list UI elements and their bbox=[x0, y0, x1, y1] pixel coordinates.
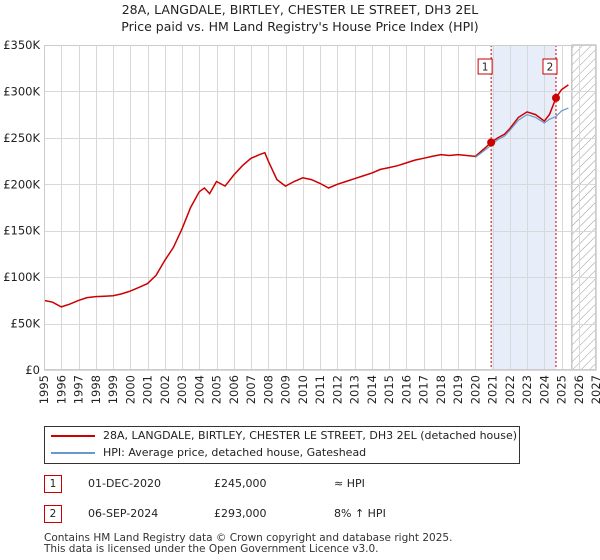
legend-item-hpi: HPI: Average price, detached house, Gate… bbox=[51, 445, 366, 461]
x-tick-label: 2020 bbox=[468, 375, 482, 404]
x-tick-label: 2000 bbox=[123, 375, 137, 404]
chart-subtitle: Price paid vs. HM Land Registry's House … bbox=[121, 19, 479, 34]
x-tick-label: 2023 bbox=[520, 375, 534, 404]
x-tick-label: 2014 bbox=[365, 375, 379, 404]
x-tick-label: 2024 bbox=[537, 375, 551, 404]
x-tick-label: 2011 bbox=[313, 375, 327, 404]
x-tick-label: 2010 bbox=[296, 375, 310, 404]
x-tick-label: 2006 bbox=[227, 375, 241, 404]
x-tick-label: 1999 bbox=[106, 375, 120, 404]
x-tick-label: 2022 bbox=[503, 375, 517, 404]
legend-label-hpi: HPI: Average price, detached house, Gate… bbox=[103, 446, 367, 459]
legend-swatch-price bbox=[51, 435, 95, 437]
y-tick-label: £250K bbox=[3, 131, 40, 145]
sale-point-2 bbox=[551, 93, 560, 102]
x-tick-label: 1997 bbox=[72, 375, 86, 404]
x-tick-label: 2019 bbox=[451, 375, 465, 404]
legend-item-price: 28A, LANGDALE, BIRTLEY, CHESTER LE STREE… bbox=[51, 428, 517, 444]
x-tick-label: 2021 bbox=[486, 375, 500, 404]
x-tick-label: 2013 bbox=[348, 375, 362, 404]
y-tick-label: £150K bbox=[3, 224, 40, 238]
x-tick-label: 2018 bbox=[434, 375, 448, 404]
price-chart: £0 £50K £100K £150K £200K £250K £300K £350K 1995… bbox=[3, 38, 600, 404]
y-tick-label: £300K bbox=[3, 84, 40, 98]
x-tick-label: 2002 bbox=[158, 375, 172, 404]
shaded-period bbox=[491, 45, 556, 370]
footer-copyright: Contains HM Land Registry data © Crown c… bbox=[44, 532, 453, 544]
transaction-hpi: 8% ↑ HPI bbox=[334, 507, 386, 520]
transaction-marker-2: 2 bbox=[44, 505, 62, 523]
x-tick-label: 2015 bbox=[382, 375, 396, 404]
y-tick-label: £350K bbox=[3, 38, 40, 52]
x-tick-label: 2025 bbox=[555, 375, 569, 404]
x-tick-label: 2027 bbox=[589, 375, 600, 404]
x-tick-label: 2026 bbox=[572, 375, 586, 404]
transaction-row: 1 01-DEC-2020 £245,000 ≈ HPI bbox=[44, 474, 564, 494]
transaction-price: £245,000 bbox=[214, 477, 267, 490]
annotation-box-2 bbox=[542, 58, 558, 75]
transaction-date: 01-DEC-2020 bbox=[88, 477, 162, 490]
legend-swatch-hpi bbox=[51, 452, 95, 454]
transaction-marker-1: 1 bbox=[44, 475, 62, 493]
x-tick-label: 2017 bbox=[417, 375, 431, 404]
x-tick-label: 2003 bbox=[175, 375, 189, 404]
annotation-label-1: 1 bbox=[482, 62, 489, 74]
x-tick-label: 1995 bbox=[37, 375, 51, 404]
legend-label-price: 28A, LANGDALE, BIRTLEY, CHESTER LE STREE… bbox=[103, 429, 518, 442]
transaction-price: £293,000 bbox=[214, 507, 267, 520]
x-tick-label: 2016 bbox=[399, 375, 413, 404]
x-tick-label: 2009 bbox=[279, 375, 293, 404]
x-tick-label: 2001 bbox=[141, 375, 155, 404]
chart-title: 28A, LANGDALE, BIRTLEY, CHESTER LE STREE… bbox=[121, 2, 479, 17]
y-tick-label: £0 bbox=[25, 363, 40, 377]
x-tick-label: 2008 bbox=[261, 375, 275, 404]
y-tick-label: £200K bbox=[3, 177, 40, 191]
legend: 28A, LANGDALE, BIRTLEY, CHESTER LE STREE… bbox=[44, 426, 520, 464]
future-hatch bbox=[571, 45, 596, 370]
transaction-hpi: ≈ HPI bbox=[334, 477, 365, 490]
y-tick-label: £50K bbox=[11, 317, 41, 331]
annotation-label-2: 2 bbox=[547, 62, 554, 74]
x-tick-label: 1998 bbox=[89, 375, 103, 404]
y-tick-label: £100K bbox=[3, 270, 40, 284]
x-tick-label: 1996 bbox=[54, 375, 68, 404]
transaction-row: 2 06-SEP-2024 £293,000 8% ↑ HPI bbox=[44, 504, 564, 524]
sale-point-1 bbox=[487, 138, 496, 147]
footer-licence: This data is licensed under the Open Gov… bbox=[44, 543, 379, 555]
plot-border bbox=[44, 45, 596, 370]
transaction-date: 06-SEP-2024 bbox=[88, 507, 159, 520]
x-tick-label: 2005 bbox=[210, 375, 224, 404]
x-tick-label: 2004 bbox=[192, 375, 206, 404]
x-tick-label: 2007 bbox=[244, 375, 258, 404]
annotation-box-1 bbox=[477, 58, 493, 75]
x-tick-label: 2012 bbox=[330, 375, 344, 404]
